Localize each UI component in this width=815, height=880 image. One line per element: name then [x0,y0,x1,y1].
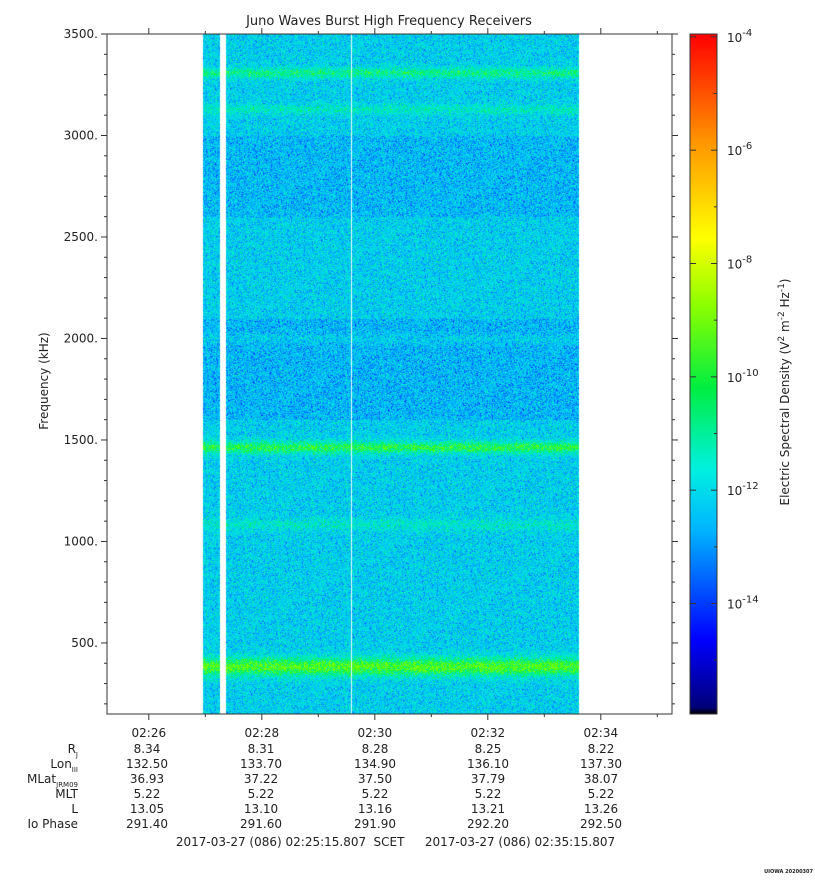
ephemeris-row-label: L [71,802,78,816]
colorbar-tick-label: 10-10 [727,368,759,385]
colorbar-tick-label: 10-14 [727,595,759,612]
x-tick-label: 02:32 [471,726,506,740]
colorbar-tick-label: 10-4 [727,28,752,45]
y-tick-label: 2000. [64,331,98,345]
colorbar-tick-label: 10-8 [727,255,752,272]
ephemeris-value: 37.22 [244,772,278,786]
ephemeris-value: 137.30 [580,757,622,771]
ephemeris-row-label: MLatJRM09 [27,772,78,789]
plot-frame [106,33,673,715]
colorbar-label: Electric Spectral Density (V2 m-2 Hz-1) [777,278,792,505]
ephemeris-value: 8.31 [248,742,275,756]
spectrogram-image [107,34,672,714]
time-range: 2017-03-27 (086) 02:25:15.807 SCET 2017-… [176,835,615,849]
colorbar: 10-4 10-6 10-8 10-10 10-12 10-14 Electric Spe… [689,28,792,715]
ephemeris-value: 5.22 [475,787,502,801]
ephemeris-value: 38.07 [584,772,618,786]
footer-stamp: UIOWA 20200307 [764,869,813,875]
ephemeris-value: 13.10 [244,802,278,816]
colorbar-tick-label: 10-12 [727,481,759,498]
x-tick-label: 02:26 [132,726,167,740]
y-tick-label: 1500. [64,433,98,447]
ephemeris-value: 13.16 [358,802,392,816]
x-axis: 02:26 02:28 02:30 02:32 02:34 [132,28,658,740]
time-range-start: 2017-03-27 (086) 02:25:15.807 [176,835,366,849]
ephemeris-value: 5.22 [134,787,161,801]
ephemeris-value: 37.79 [471,772,505,786]
ephemeris-row-label: LonIII [50,757,78,774]
ephemeris-value: 13.26 [584,802,618,816]
ephemeris-value: 37.50 [358,772,392,786]
colorbar-gradient [689,33,718,715]
ephemeris-value: 136.10 [467,757,509,771]
time-range-end: 2017-03-27 (086) 02:35:15.807 [425,835,615,849]
ephemeris-value: 8.25 [475,742,502,756]
ephemeris-value: 291.40 [126,817,168,831]
ephemeris-value: 5.22 [362,787,389,801]
ephemeris-value: 133.70 [240,757,282,771]
y-axis: 3500. 3000. 2500. 2000. 1500. 1000. 500. [64,27,678,705]
colorbar-tick-label: 10-6 [727,141,752,158]
ephemeris-value: 291.90 [354,817,396,831]
ephemeris-value: 132.50 [126,757,168,771]
ephemeris-value: 13.21 [471,802,505,816]
ephemeris-row-label: RJ [68,742,78,759]
ephemeris-value: 13.05 [130,802,164,816]
ephemeris-table: RJ 8.34 8.31 8.28 8.25 8.22 LonIII 132.50 133.70… [27,742,622,831]
y-tick-label: 500. [71,636,98,650]
x-tick-label: 02:28 [245,726,280,740]
ephemeris-value: 5.22 [588,787,615,801]
y-axis-label: Frequency (kHz) [37,332,51,429]
y-tick-label: 3000. [64,128,98,142]
chart-title: Juno Waves Burst High Frequency Receiver… [245,14,532,29]
ephemeris-value: 36.93 [130,772,164,786]
ephemeris-value: 134.90 [354,757,396,771]
y-tick-label: 1000. [64,534,98,548]
ephemeris-value: 291.60 [240,817,282,831]
x-tick-label: 02:34 [584,726,619,740]
x-tick-label: 02:30 [358,726,393,740]
ephemeris-value: 292.20 [467,817,509,831]
ephemeris-value: 5.22 [248,787,275,801]
ephemeris-value: 292.50 [580,817,622,831]
ephemeris-value: 8.34 [134,742,161,756]
colorbar-ticks: 10-4 10-6 10-8 10-10 10-12 10-14 [690,28,759,661]
ephemeris-value: 8.22 [588,742,615,756]
plot-area [106,33,673,715]
ephemeris-row-label: Io Phase [27,817,78,831]
ephemeris-value: 8.28 [362,742,389,756]
y-tick-label: 3500. [64,27,98,41]
y-tick-label: 2500. [64,230,98,244]
ephemeris-row-label: MLT [55,787,78,801]
time-range-label: SCET [374,835,406,849]
